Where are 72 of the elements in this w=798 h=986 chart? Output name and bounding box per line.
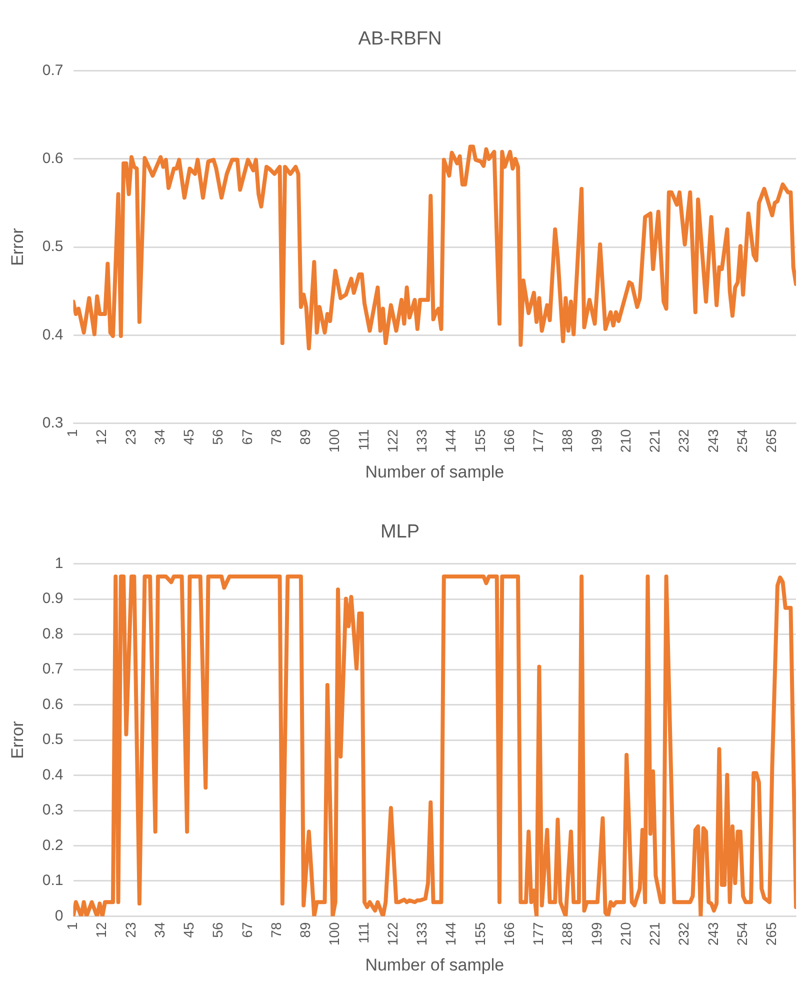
x-tick-label: 144 [442, 429, 459, 453]
x-tick-label: 34 [151, 922, 168, 938]
x-tick-label: 133 [414, 429, 430, 453]
y-tick-label: 1 [54, 554, 64, 572]
y-tick-label: 0.2 [42, 836, 64, 854]
x-tick-label: 177 [530, 429, 546, 453]
x-tick-label: 111 [355, 922, 372, 944]
y-tick-label: 0.1 [42, 872, 64, 890]
x-tick-label: 254 [734, 922, 750, 946]
x-tick-label: 1 [64, 922, 80, 930]
y-tick-label: 0.4 [42, 766, 64, 784]
x-tick-label: 89 [297, 922, 314, 938]
x-tick-label: 23 [122, 429, 138, 445]
y-tick-label: 0.9 [42, 590, 64, 608]
x-tick-label: 199 [588, 922, 604, 946]
x-tick-label: 45 [180, 429, 197, 445]
x-tick-label: 188 [559, 429, 576, 453]
x-tick-label: 210 [617, 429, 634, 453]
y-axis-title: Error [8, 228, 27, 266]
x-tick-label: 210 [617, 922, 634, 946]
y-axis-title: Error [8, 720, 27, 759]
y-tick-label: 0.5 [42, 238, 64, 256]
x-tick-label: 243 [704, 429, 721, 453]
x-tick-label: 221 [646, 922, 663, 946]
x-tick-label: 221 [646, 429, 663, 453]
x-tick-label: 100 [326, 429, 342, 453]
x-tick-label: 144 [442, 922, 459, 946]
y-tick-label: 0.3 [42, 414, 64, 432]
x-tick-label: 232 [676, 429, 692, 453]
x-tick-label: 67 [238, 922, 255, 938]
x-tick-label: 111 [355, 429, 372, 451]
x-tick-label: 166 [500, 429, 517, 453]
x-tick-label: 1 [64, 429, 80, 438]
y-tick-label: 0.5 [42, 731, 64, 748]
x-tick-label: 265 [763, 429, 780, 453]
x-axis-title: Number of sample [365, 955, 504, 974]
x-tick-label: 155 [472, 429, 488, 453]
x-tick-label: 265 [763, 922, 780, 946]
x-tick-label: 100 [326, 922, 342, 946]
x-axis-title: Number of sample [365, 462, 504, 482]
x-tick-label: 122 [384, 429, 400, 453]
y-tick-label: 0 [54, 907, 64, 924]
x-tick-label: 78 [268, 429, 284, 445]
x-tick-label: 166 [500, 922, 517, 946]
x-tick-label: 122 [384, 922, 400, 946]
x-tick-label: 34 [151, 429, 168, 445]
y-tick-label: 0.7 [42, 660, 64, 678]
x-tick-label: 188 [559, 922, 576, 946]
x-tick-label: 56 [210, 922, 226, 938]
x-tick-label: 243 [704, 922, 721, 946]
y-tick-label: 0.6 [42, 696, 64, 713]
x-tick-label: 177 [530, 922, 546, 946]
x-tick-label: 232 [676, 922, 692, 946]
y-tick-label: 0.8 [42, 625, 64, 642]
y-tick-label: 0.4 [42, 326, 64, 344]
x-tick-label: 89 [297, 429, 314, 445]
x-tick-label: 254 [734, 429, 750, 453]
chart-title: MLP [380, 522, 420, 543]
x-tick-label: 12 [93, 429, 110, 445]
x-tick-label: 199 [588, 429, 604, 453]
x-tick-label: 67 [238, 429, 255, 445]
y-tick-label: 0.6 [42, 150, 64, 168]
x-tick-label: 78 [268, 922, 284, 938]
x-tick-label: 12 [93, 922, 110, 938]
x-tick-label: 56 [210, 429, 226, 445]
x-tick-label: 133 [414, 922, 430, 946]
y-tick-label: 0.3 [42, 802, 64, 819]
y-tick-label: 0.7 [42, 62, 64, 79]
x-tick-label: 23 [122, 922, 138, 938]
x-tick-label: 45 [180, 922, 197, 938]
x-tick-label: 155 [472, 922, 488, 946]
chart-title: AB-RBFN [358, 28, 442, 50]
